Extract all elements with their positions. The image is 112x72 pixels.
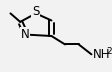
Text: 2: 2 bbox=[107, 47, 112, 56]
Text: NH: NH bbox=[93, 48, 110, 61]
Text: S: S bbox=[32, 5, 40, 18]
Text: N: N bbox=[21, 28, 29, 41]
